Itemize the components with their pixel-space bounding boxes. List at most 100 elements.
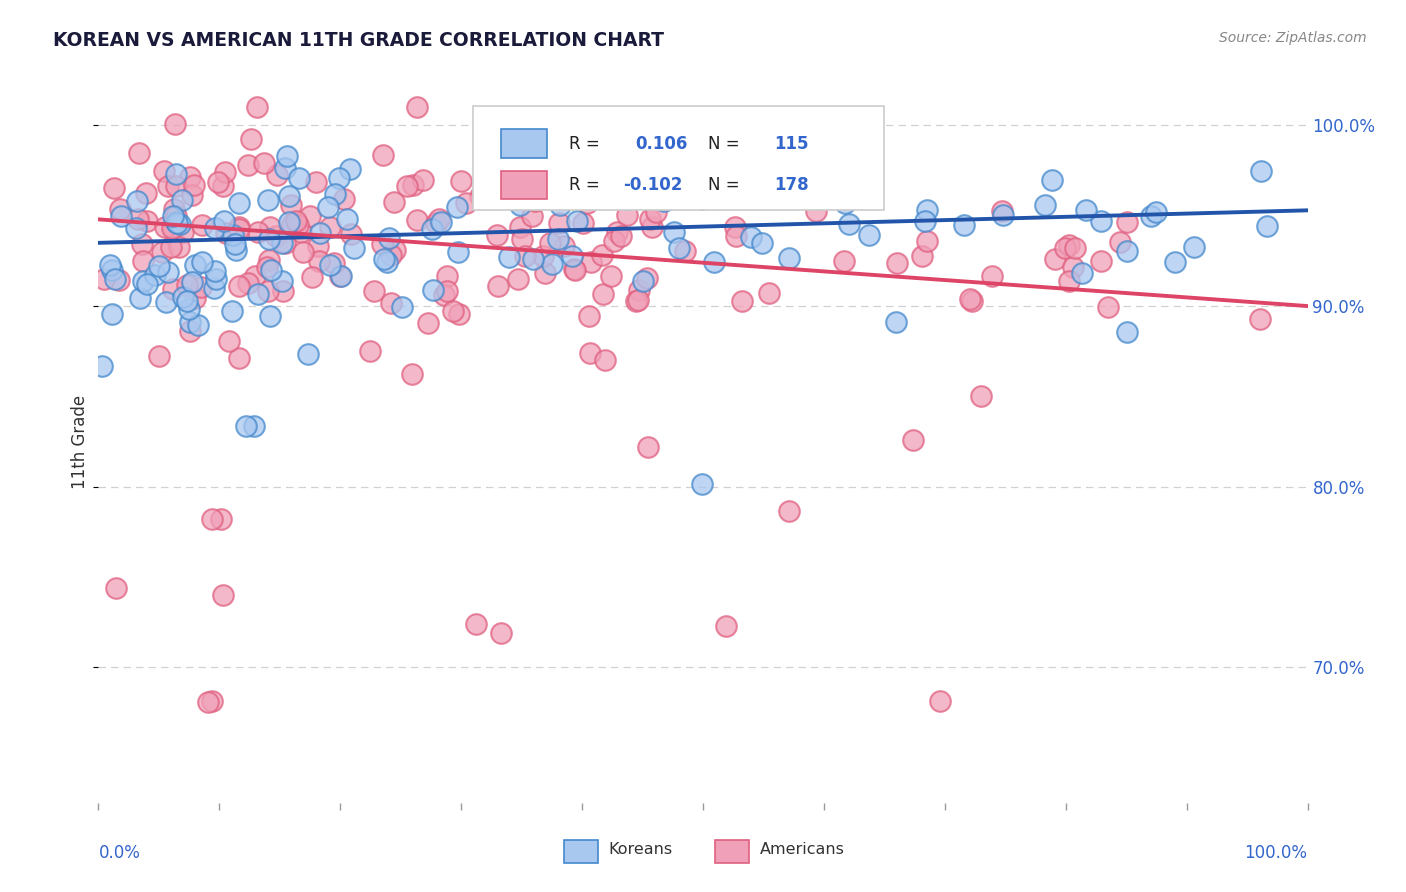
Point <box>316 200 339 214</box>
Point <box>101 307 124 321</box>
Point <box>135 186 157 200</box>
Point <box>970 389 993 403</box>
Text: 0.0%: 0.0% <box>98 845 141 863</box>
Point <box>562 261 585 276</box>
Point <box>728 156 751 170</box>
Point <box>157 178 180 193</box>
Point <box>1057 274 1080 288</box>
Point <box>103 181 125 195</box>
Point <box>221 303 243 318</box>
Point <box>183 178 205 193</box>
Point <box>470 188 492 202</box>
Point <box>606 225 628 239</box>
Point <box>165 117 187 131</box>
Point <box>209 512 232 526</box>
Point <box>436 268 458 283</box>
Point <box>1059 238 1081 252</box>
Point <box>359 344 381 359</box>
Point <box>486 279 509 293</box>
Point <box>132 274 155 288</box>
Point <box>110 209 132 223</box>
Point <box>228 351 250 366</box>
Point <box>561 250 583 264</box>
Point <box>624 294 647 309</box>
Point <box>508 272 530 286</box>
Point <box>981 268 1004 283</box>
Point <box>319 258 342 272</box>
Point <box>716 173 738 187</box>
Point <box>165 179 187 194</box>
Point <box>167 240 190 254</box>
Point <box>430 214 453 228</box>
Point <box>436 284 458 298</box>
Point <box>422 283 444 297</box>
Point <box>915 235 938 249</box>
Point <box>238 277 260 291</box>
Point <box>486 227 509 242</box>
Point <box>673 244 696 258</box>
Point <box>412 172 434 186</box>
Text: Americans: Americans <box>759 842 845 857</box>
Point <box>1249 312 1271 326</box>
Point <box>1035 198 1057 212</box>
Point <box>640 220 662 235</box>
Point <box>339 227 361 242</box>
Point <box>228 196 250 211</box>
Point <box>1164 255 1187 269</box>
Point <box>541 257 564 271</box>
Point <box>384 243 406 257</box>
Point <box>150 244 173 259</box>
Point <box>692 192 714 206</box>
Point <box>993 208 1015 222</box>
Point <box>363 284 385 298</box>
Point <box>513 250 536 264</box>
Point <box>832 254 855 268</box>
Point <box>1040 173 1063 187</box>
Point <box>380 295 402 310</box>
Point <box>204 272 226 286</box>
Point <box>579 346 602 360</box>
Point <box>228 219 250 234</box>
Point <box>155 220 177 235</box>
Point <box>132 253 155 268</box>
Point <box>498 250 520 264</box>
Point <box>959 293 981 307</box>
Point <box>373 252 395 266</box>
Point <box>176 294 198 309</box>
Point <box>1250 163 1272 178</box>
Point <box>270 235 292 250</box>
Point <box>581 255 603 269</box>
Point <box>446 200 468 214</box>
Point <box>214 165 236 179</box>
Point <box>903 434 925 448</box>
Point <box>553 239 575 253</box>
Point <box>378 230 401 244</box>
Point <box>169 218 191 232</box>
Point <box>264 228 287 243</box>
Point <box>155 294 177 309</box>
Bar <box>716 839 749 863</box>
Point <box>758 286 780 301</box>
Point <box>910 249 932 263</box>
Point <box>531 248 554 262</box>
Point <box>181 276 204 290</box>
Point <box>201 694 224 708</box>
Point <box>724 229 747 244</box>
Point <box>288 171 311 186</box>
Point <box>778 504 800 518</box>
Point <box>243 269 266 284</box>
Point <box>339 161 361 176</box>
Point <box>929 694 952 708</box>
Point <box>256 260 278 275</box>
Point <box>276 148 298 162</box>
Point <box>240 132 263 146</box>
Text: 100.0%: 100.0% <box>1244 845 1308 863</box>
Point <box>274 235 297 250</box>
Point <box>277 215 299 229</box>
Point <box>751 236 773 251</box>
Text: R =: R = <box>569 176 605 194</box>
Point <box>1062 260 1084 274</box>
Point <box>427 211 450 226</box>
Point <box>449 307 471 321</box>
Text: Source: ZipAtlas.com: Source: ZipAtlas.com <box>1219 31 1367 45</box>
